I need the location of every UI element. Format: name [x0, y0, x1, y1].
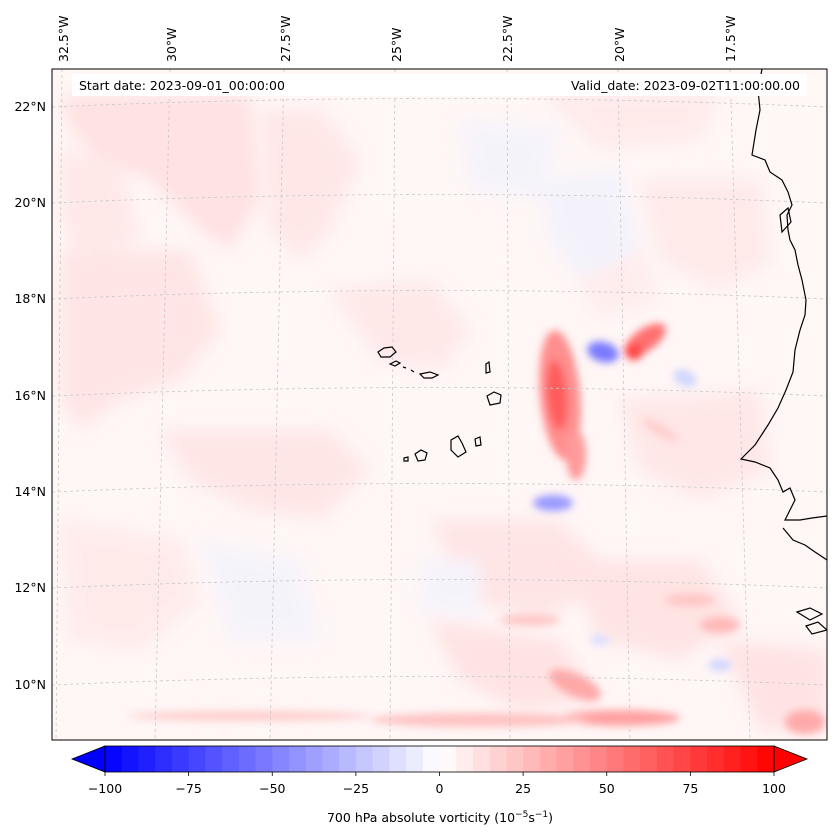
island-santiago: [450, 435, 467, 458]
colorbar-segment: [322, 746, 340, 772]
colorbar-ticks: −100 −75 −50 −25 0 25 50 75 100: [88, 772, 786, 796]
vorticity-field: [52, 69, 827, 740]
colorbar-segment: [389, 746, 407, 772]
coastline-bijagos: [795, 607, 827, 635]
colorbar-segment: [355, 746, 374, 772]
colorbar-segment: [472, 746, 491, 772]
colorbar-tick-label: 100: [762, 781, 786, 796]
colorbar-segment: [723, 746, 742, 772]
island-maio: [474, 436, 482, 447]
coastline-banc-arguin: [779, 206, 792, 234]
colorbar-segment: [656, 746, 675, 772]
cape-verde-islands: [377, 346, 502, 462]
colorbar-segment: [339, 746, 357, 772]
colorbar-segment: [707, 746, 725, 772]
info-header: Start date: 2023-09-01_00:00:00 Valid_da…: [72, 74, 807, 96]
colorbar-tick-label: 25: [515, 781, 531, 796]
colorbar-segment: [456, 746, 474, 772]
colorbar-max-extend: [773, 745, 809, 773]
colorbar-min-extend: [70, 745, 106, 773]
lon-label-32-5w: 32.5°W: [56, 16, 71, 62]
lon-label-20w: 20°W: [612, 27, 627, 62]
colorbar-tick-label: −100: [88, 781, 122, 796]
colorbar-segment: [105, 746, 123, 772]
colorbar-segment: [690, 746, 708, 772]
lat-label-14n: 14°N: [14, 484, 46, 499]
colorbar-segment: [556, 746, 574, 772]
colorbar-segment: [222, 746, 240, 772]
latitude-labels: 22°N 20°N 18°N 16°N 14°N 12°N 10°N: [14, 99, 46, 692]
colorbar-segment: [623, 746, 641, 772]
colorbar-segment: [238, 746, 257, 772]
island-sao-nicolau: [418, 371, 440, 379]
colorbar-segment: [305, 746, 324, 772]
colorbar-segment: [489, 746, 508, 772]
island-boa-vista: [486, 391, 502, 406]
coastline-guinea-bissau: [782, 527, 827, 561]
valid-date-text: Valid_date: 2023-09-02T11:00:00.00: [571, 78, 800, 93]
start-date-text: Start date: 2023-09-01_00:00:00: [79, 78, 285, 93]
colorbar-segment: [406, 746, 424, 772]
lat-label-12n: 12°N: [14, 580, 46, 595]
colorbar-segment: [640, 746, 658, 772]
colorbar-segment: [439, 746, 457, 772]
lon-label-30w: 30°W: [164, 27, 179, 62]
colorbar-segment: [606, 746, 625, 772]
african-coastline: [739, 69, 827, 521]
colorbar-label: 700 hPa absolute vorticity (10−5s−1): [327, 810, 553, 825]
island-brava: [403, 456, 409, 462]
map-panel: [51, 68, 828, 741]
coastline: [739, 69, 827, 635]
lat-label-16n: 16°N: [14, 388, 46, 403]
lon-label-22-5w: 22.5°W: [500, 16, 515, 62]
colorbar-tick-label: 0: [436, 781, 444, 796]
island-santa-luzia: [402, 366, 407, 369]
colorbar-segment: [673, 746, 691, 772]
map-frame: [51, 68, 828, 741]
colorbar-segment: [155, 746, 173, 772]
colorbar-tick-label: 75: [682, 781, 698, 796]
island-sao-vicente: [388, 360, 402, 367]
lat-label-10n: 10°N: [14, 677, 46, 692]
colorbar-segment: [740, 746, 758, 772]
colorbar-segment: [288, 746, 307, 772]
lon-label-27-5w: 27.5°W: [278, 16, 293, 62]
colorbar-segment: [138, 746, 156, 772]
colorbar-tick-label: 50: [599, 781, 615, 796]
colorbar-segment: [272, 746, 290, 772]
colorbar-segment: [757, 746, 775, 772]
colorbar-segment: [255, 746, 273, 772]
colorbar-tick-label: −25: [343, 781, 369, 796]
longitude-labels: 32.5°W 30°W 27.5°W 25°W 22.5°W 20°W 17.5…: [56, 16, 738, 62]
island-branco: [410, 369, 415, 373]
lat-label-18n: 18°N: [14, 291, 46, 306]
graticule: [52, 69, 827, 740]
colorbar-segment: [372, 746, 390, 772]
colorbar-tick-label: −50: [259, 781, 285, 796]
colorbar-segments: [105, 746, 775, 772]
colorbar-segment: [422, 746, 441, 772]
info-background: [72, 74, 807, 96]
colorbar: −100 −75 −50 −25 0 25 50 75 100 700 hPa …: [70, 745, 809, 825]
island-santo-antao: [377, 346, 397, 358]
lon-label-17-5w: 17.5°W: [723, 16, 738, 62]
colorbar-segment: [506, 746, 524, 772]
island-fogo: [414, 449, 428, 462]
colorbar-segment: [590, 746, 608, 772]
colorbar-segment: [573, 746, 591, 772]
lat-label-20n: 20°N: [14, 195, 46, 210]
lon-label-25w: 25°W: [389, 27, 404, 62]
island-sal: [485, 360, 491, 374]
colorbar-segment: [205, 746, 223, 772]
lat-label-22n: 22°N: [14, 99, 46, 114]
colorbar-segment: [523, 746, 541, 772]
colorbar-segment: [171, 746, 190, 772]
colorbar-segment: [121, 746, 140, 772]
colorbar-segment: [188, 746, 206, 772]
colorbar-tick-label: −75: [175, 781, 201, 796]
colorbar-segment: [539, 746, 558, 772]
